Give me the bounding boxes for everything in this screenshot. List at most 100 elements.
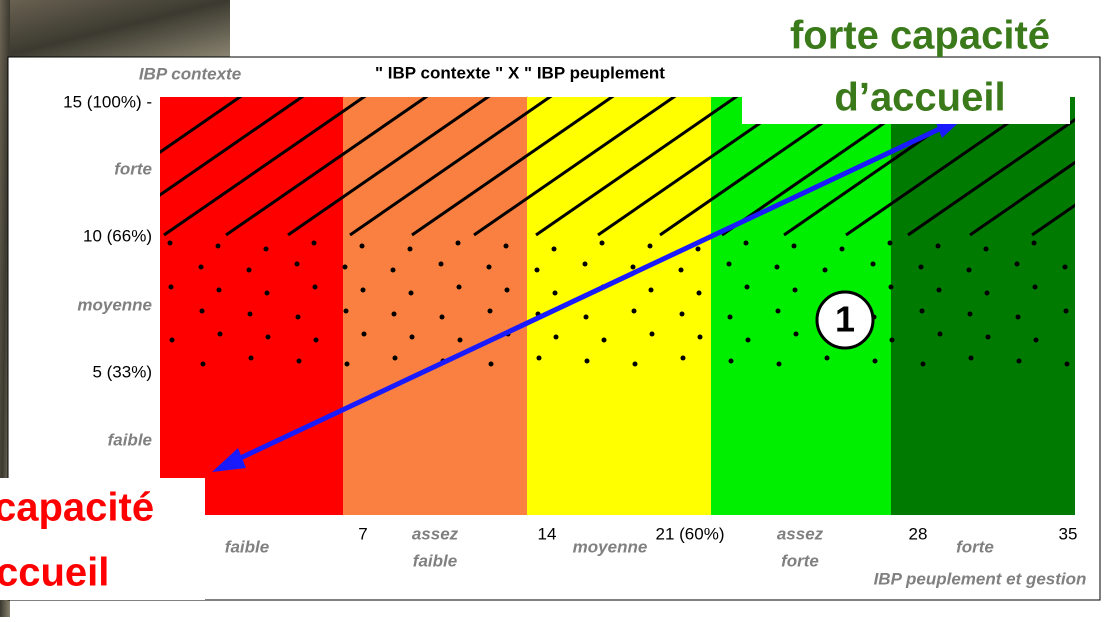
dot xyxy=(921,362,926,367)
dot xyxy=(776,309,781,314)
x-tick-label: 28 xyxy=(909,524,928,543)
dot xyxy=(314,338,319,343)
dot xyxy=(1034,338,1039,343)
dot xyxy=(554,335,559,340)
dot xyxy=(265,291,270,296)
dot xyxy=(169,285,174,290)
band xyxy=(527,97,711,515)
dot xyxy=(552,247,557,252)
dot xyxy=(728,315,733,320)
dot xyxy=(888,241,893,246)
dot xyxy=(1063,265,1068,270)
dot xyxy=(248,312,253,317)
dot xyxy=(217,288,222,293)
dot xyxy=(1064,309,1069,314)
dot xyxy=(489,362,494,367)
dot xyxy=(679,268,684,273)
x-category: assez xyxy=(777,524,824,543)
dot xyxy=(792,244,797,249)
dot xyxy=(967,268,972,273)
band xyxy=(343,97,527,515)
title: " IBP contexte " X " IBP peuplement xyxy=(375,63,665,82)
dot xyxy=(361,288,366,293)
dot xyxy=(985,291,990,296)
marker: 1 xyxy=(835,299,855,340)
plot xyxy=(40,90,1115,515)
x-category: assez xyxy=(412,524,459,543)
y-tick-label: moyenne xyxy=(77,295,152,314)
x-category: forte xyxy=(956,537,994,556)
dot xyxy=(440,315,445,320)
dot xyxy=(825,356,830,361)
dot xyxy=(553,291,558,296)
dot xyxy=(650,332,655,337)
dot xyxy=(794,332,799,337)
band xyxy=(891,97,1075,515)
dot xyxy=(1032,241,1037,246)
dot xyxy=(920,309,925,314)
dot xyxy=(871,262,876,267)
dot xyxy=(409,291,414,296)
x-category: forte xyxy=(781,551,819,570)
dot xyxy=(505,288,510,293)
dot xyxy=(247,268,252,273)
x-category: faible xyxy=(225,537,269,556)
dot xyxy=(344,309,349,314)
dot xyxy=(1017,359,1022,364)
dot xyxy=(362,332,367,337)
y-axis-label: IBP contexte xyxy=(139,64,241,83)
dot xyxy=(775,265,780,270)
dot xyxy=(408,247,413,252)
y-tick-label: forte xyxy=(114,159,152,178)
dot xyxy=(602,338,607,343)
dot xyxy=(632,309,637,314)
dot xyxy=(745,285,750,290)
dot xyxy=(170,338,175,343)
dot xyxy=(296,315,301,320)
dot xyxy=(889,285,894,290)
x-tick-label: 21 (60%) xyxy=(656,524,725,543)
dot xyxy=(295,262,300,267)
dot xyxy=(266,335,271,340)
dot xyxy=(457,285,462,290)
dot xyxy=(313,285,318,290)
dot xyxy=(199,265,204,270)
dot xyxy=(600,241,605,246)
dot xyxy=(937,288,942,293)
dot xyxy=(1033,285,1038,290)
dot xyxy=(680,312,685,317)
dot xyxy=(360,244,365,249)
dot xyxy=(504,244,509,249)
dot xyxy=(200,309,205,314)
dot xyxy=(840,247,845,252)
dot xyxy=(264,247,269,252)
dot xyxy=(488,309,493,314)
x-category: moyenne xyxy=(573,537,648,556)
dot xyxy=(727,262,732,267)
y-tick-label: 5 (33%) xyxy=(92,362,152,381)
dot xyxy=(456,241,461,246)
bottom-callout: ccueil xyxy=(0,551,109,595)
dot xyxy=(823,268,828,273)
dot xyxy=(249,356,254,361)
dot xyxy=(938,332,943,337)
dot xyxy=(1016,315,1021,320)
dot xyxy=(633,362,638,367)
dot xyxy=(393,356,398,361)
dot xyxy=(585,359,590,364)
dot xyxy=(793,288,798,293)
y-tick-label: 10 (66%) xyxy=(83,226,152,245)
dot xyxy=(410,335,415,340)
x-tick-label: 14 xyxy=(538,524,557,543)
dot xyxy=(439,262,444,267)
dot xyxy=(984,247,989,252)
dot xyxy=(698,335,703,340)
dot xyxy=(297,359,302,364)
dot xyxy=(777,362,782,367)
dot xyxy=(584,315,589,320)
dot xyxy=(729,359,734,364)
x-category: faible xyxy=(413,551,457,570)
dot xyxy=(746,338,751,343)
dot xyxy=(744,241,749,246)
dot xyxy=(696,247,701,252)
